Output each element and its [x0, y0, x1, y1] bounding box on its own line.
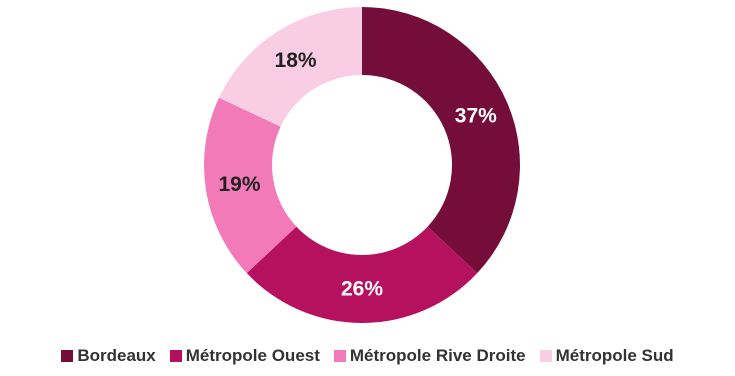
- slice-m-tropole-rive-droite: [204, 97, 297, 274]
- slice-value-label: 19%: [219, 173, 261, 196]
- legend-label: Métropole Rive Droite: [349, 346, 526, 365]
- slice-value-label: 26%: [341, 278, 383, 301]
- slice-m-tropole-sud: [219, 7, 362, 127]
- slice-bordeaux: [362, 7, 520, 274]
- donut-slices: [204, 7, 520, 323]
- legend-swatch: [539, 350, 552, 362]
- legend-item: Métropole Rive Droite: [333, 346, 526, 366]
- legend-item: Bordeaux: [61, 346, 156, 366]
- slice-value-label: 37%: [455, 104, 497, 127]
- legend-item: Métropole Sud: [539, 346, 674, 366]
- chart-legend: Bordeaux Métropole Ouest Métropole Rive Dr…: [0, 346, 735, 366]
- legend-swatch: [61, 350, 74, 362]
- slice-value-label: 18%: [275, 49, 317, 72]
- legend-label: Bordeaux: [77, 346, 156, 365]
- legend-label: Métropole Sud: [555, 346, 674, 365]
- slice-value-labels: 37% 26% 19% 18%: [219, 49, 498, 301]
- legend-label: Métropole Ouest: [185, 346, 320, 365]
- legend-item: Métropole Ouest: [169, 346, 320, 366]
- legend-swatch: [333, 350, 346, 362]
- legend-swatch: [169, 350, 182, 362]
- slice-m-tropole-ouest: [246, 226, 478, 323]
